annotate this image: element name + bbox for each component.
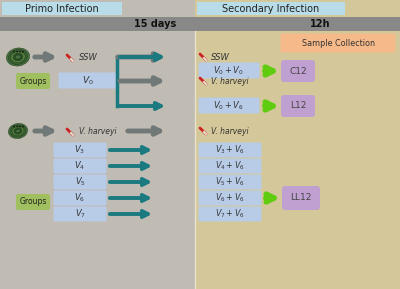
Circle shape <box>13 125 15 127</box>
FancyBboxPatch shape <box>198 190 262 205</box>
FancyBboxPatch shape <box>198 207 262 221</box>
FancyBboxPatch shape <box>198 97 260 114</box>
FancyBboxPatch shape <box>54 142 106 158</box>
Text: $V_3+V_6$: $V_3+V_6$ <box>215 144 245 156</box>
Ellipse shape <box>14 128 22 134</box>
Text: V. harveyi: V. harveyi <box>211 77 249 86</box>
Text: V. harveyi: V. harveyi <box>79 127 117 136</box>
Circle shape <box>22 51 24 53</box>
Text: C12: C12 <box>289 66 307 75</box>
FancyBboxPatch shape <box>16 73 50 89</box>
Circle shape <box>19 51 21 53</box>
Text: 12h: 12h <box>310 19 330 29</box>
Bar <box>197 2 345 15</box>
Text: $V_5+V_6$: $V_5+V_6$ <box>215 176 245 188</box>
FancyBboxPatch shape <box>54 207 106 221</box>
Ellipse shape <box>12 126 24 136</box>
FancyBboxPatch shape <box>54 175 106 190</box>
Ellipse shape <box>8 123 28 139</box>
Ellipse shape <box>16 129 20 133</box>
Text: $V_4+V_6$: $V_4+V_6$ <box>215 160 245 172</box>
Circle shape <box>22 125 24 127</box>
Text: $V_6$: $V_6$ <box>74 192 86 204</box>
Text: $V_5$: $V_5$ <box>74 176 86 188</box>
FancyBboxPatch shape <box>280 34 396 53</box>
Text: Secondary Infection: Secondary Infection <box>222 3 320 14</box>
FancyBboxPatch shape <box>16 194 50 210</box>
Text: SSW: SSW <box>79 53 98 62</box>
FancyBboxPatch shape <box>198 158 262 173</box>
Text: $V_0+V_6$: $V_0+V_6$ <box>214 99 244 112</box>
Text: $V_3$: $V_3$ <box>74 144 86 156</box>
FancyBboxPatch shape <box>54 158 106 173</box>
Bar <box>2 2 122 15</box>
Text: Groups: Groups <box>19 77 47 86</box>
Ellipse shape <box>8 49 28 64</box>
FancyBboxPatch shape <box>198 175 262 190</box>
Ellipse shape <box>6 48 30 66</box>
Text: 15 days: 15 days <box>134 19 176 29</box>
FancyBboxPatch shape <box>198 142 262 158</box>
Text: $V_0$: $V_0$ <box>82 74 93 87</box>
Text: LL12: LL12 <box>290 194 312 203</box>
FancyBboxPatch shape <box>58 73 116 88</box>
FancyBboxPatch shape <box>281 60 315 82</box>
Circle shape <box>19 125 21 127</box>
Circle shape <box>16 125 18 127</box>
FancyBboxPatch shape <box>54 190 106 205</box>
Text: $V_7$: $V_7$ <box>74 208 86 220</box>
Text: L12: L12 <box>290 101 306 110</box>
Bar <box>195 0 400 289</box>
FancyBboxPatch shape <box>198 62 260 79</box>
Text: $V_0+V_0$: $V_0+V_0$ <box>214 64 244 77</box>
Bar <box>0 0 195 289</box>
Text: $V_7+V_6$: $V_7+V_6$ <box>215 208 245 220</box>
FancyBboxPatch shape <box>282 186 320 210</box>
Text: $V_6+V_6$: $V_6+V_6$ <box>215 192 245 204</box>
Circle shape <box>13 51 15 53</box>
Text: Groups: Groups <box>19 197 47 207</box>
FancyBboxPatch shape <box>281 95 315 117</box>
Text: SSW: SSW <box>211 53 230 62</box>
Text: Primo Infection: Primo Infection <box>25 3 99 14</box>
Ellipse shape <box>13 53 23 61</box>
Ellipse shape <box>16 55 20 59</box>
Ellipse shape <box>11 51 25 63</box>
Circle shape <box>16 51 18 53</box>
Text: V. harveyi: V. harveyi <box>211 127 249 136</box>
Text: Sample Collection: Sample Collection <box>302 38 374 47</box>
Ellipse shape <box>10 125 26 137</box>
Bar <box>0 17 400 31</box>
Text: $V_4$: $V_4$ <box>74 160 86 172</box>
